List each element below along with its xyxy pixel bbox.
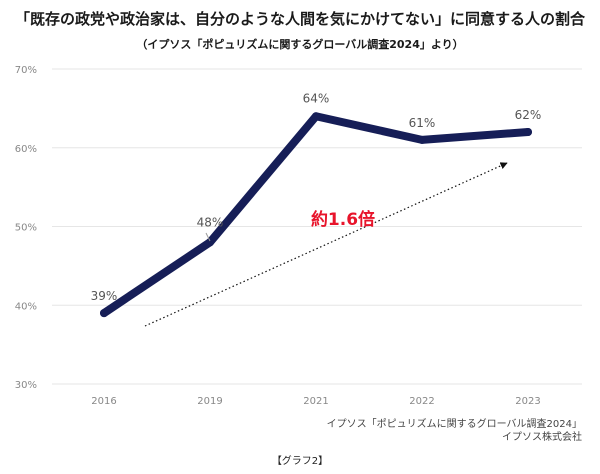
chart-title: 「既存の政党や政治家は、自分のような人間を気にかけてない」に同意する人の割合 (14, 10, 585, 28)
source-line-2: イプソス株式会社 (502, 432, 582, 443)
x-tick-label: 2016 (91, 396, 116, 407)
x-tick-label: 2021 (303, 396, 328, 407)
data-point (312, 112, 320, 121)
data-point (418, 135, 426, 144)
source-note: イプソス「ポピュリズムに関するグローバル調査2024」 イプソス株式会社 (327, 418, 582, 444)
y-tick-label: 60% (15, 144, 37, 155)
label-leader (205, 232, 211, 242)
data-label: 61% (409, 116, 436, 130)
x-tick-label: 2023 (515, 396, 540, 407)
data-point (100, 309, 108, 318)
data-label: 39% (91, 289, 118, 303)
chart-subtitle: （イプソス「ポピュリズムに関するグローバル調査2024」より） (136, 38, 464, 51)
x-tick-label: 2019 (197, 396, 222, 407)
y-tick-label: 30% (15, 380, 37, 391)
growth-annotation: 約1.6倍 (311, 209, 375, 230)
data-label: 62% (515, 108, 542, 122)
x-tick-label: 2022 (409, 396, 434, 407)
data-label: 48% (197, 215, 224, 229)
data-label: 64% (303, 91, 330, 105)
figure-caption: 【グラフ2】 (271, 456, 329, 467)
y-tick-label: 70% (15, 65, 37, 76)
y-tick-label: 50% (15, 223, 37, 234)
data-point (524, 128, 532, 136)
y-tick-label: 40% (15, 301, 37, 312)
data-point (206, 238, 214, 247)
source-line-1: イプソス「ポピュリズムに関するグローバル調査2024」 (326, 419, 582, 430)
trend-arrow (144, 162, 508, 327)
